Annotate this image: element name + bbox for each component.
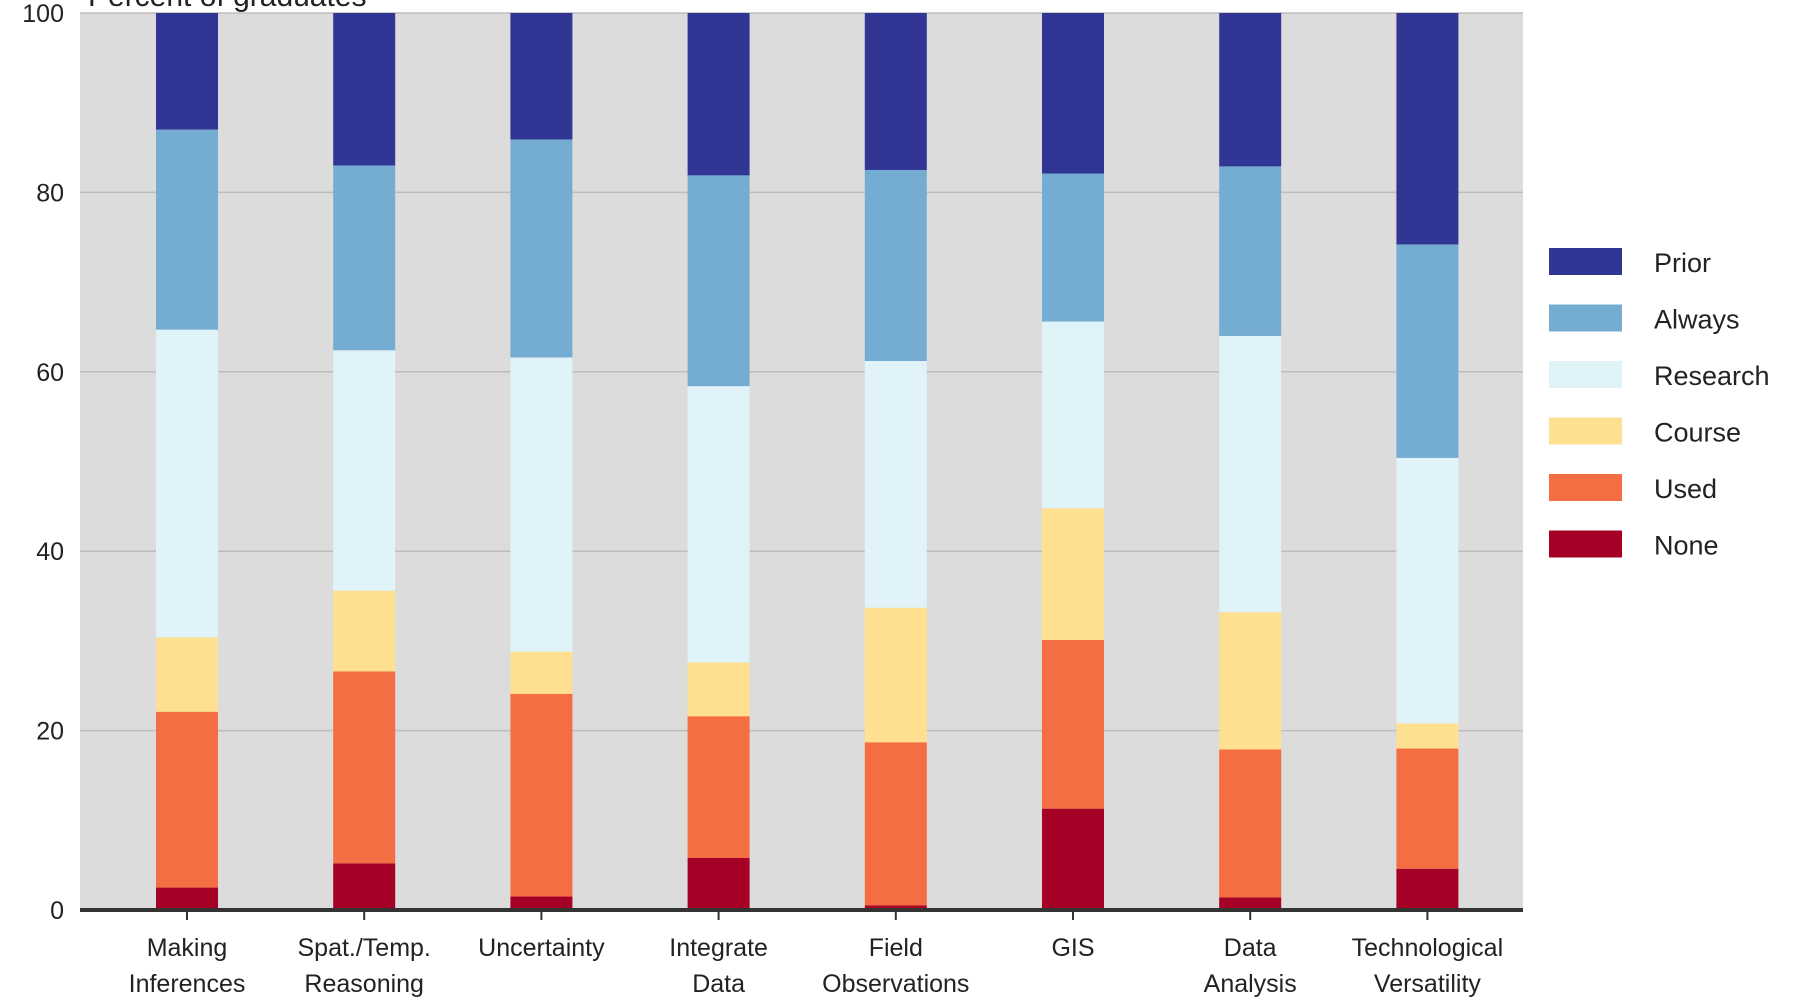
- bar-segment-none: [1396, 868, 1459, 910]
- legend-label-none: None: [1654, 531, 1719, 561]
- plot-background: [80, 13, 1523, 910]
- bar-segment-prior: [510, 13, 573, 140]
- bar-segment-none: [333, 863, 396, 910]
- x-ticks: Making Inferences Spat./Temp. Reasoning Unce…: [129, 910, 1504, 998]
- x-tick-label: Integrate: [669, 934, 768, 962]
- legend-label-prior: Prior: [1654, 248, 1711, 278]
- bar-segment-none: [510, 896, 573, 910]
- y-axis-label: Percent of graduates: [88, 0, 367, 13]
- x-tick-label: Analysis: [1204, 970, 1297, 998]
- bar-segment-prior: [1396, 13, 1459, 245]
- bar-segment-none: [864, 905, 927, 910]
- bar-segment-used: [510, 693, 573, 897]
- bar-segment-used: [1396, 748, 1459, 869]
- x-tick-label: Data: [692, 970, 745, 998]
- bar-segment-always: [156, 129, 218, 330]
- y-tick-label: 60: [36, 359, 64, 387]
- bar-segment-research: [687, 386, 750, 663]
- bar-segment-prior: [864, 13, 927, 170]
- bar-segment-used: [156, 711, 218, 888]
- bar-segment-none: [1219, 897, 1282, 910]
- bar-segment-course: [687, 662, 750, 717]
- legend: Prior Always Research Course Used None: [1549, 248, 1770, 561]
- bar-segment-course: [156, 637, 218, 712]
- legend-label-always: Always: [1654, 305, 1740, 335]
- legend-swatch-always: [1549, 304, 1622, 332]
- y-tick-label: 100: [22, 0, 64, 28]
- bar-segment-course: [333, 590, 396, 672]
- x-tick-label: Spat./Temp.: [297, 934, 430, 962]
- bar-segment-always: [1219, 166, 1282, 336]
- bar-segment-used: [1219, 749, 1282, 898]
- bar-segment-research: [864, 361, 927, 608]
- bars: [156, 13, 1459, 910]
- bar-segment-prior: [333, 13, 396, 166]
- bar-segment-used: [333, 671, 396, 864]
- bar-segment-research: [1042, 321, 1104, 509]
- bar-segment-prior: [1219, 13, 1282, 167]
- bar-segment-none: [687, 857, 750, 910]
- bar-segment-always: [864, 169, 927, 362]
- bar-segment-used: [1042, 640, 1104, 809]
- bar-segment-always: [1042, 173, 1104, 322]
- bar-segment-none: [1042, 808, 1104, 910]
- bar-segment-always: [1396, 244, 1459, 458]
- bar-segment-always: [687, 175, 750, 387]
- x-tick-label: Observations: [822, 970, 969, 998]
- bar-segment-research: [333, 350, 396, 591]
- x-tick-label: Technological: [1352, 934, 1504, 962]
- y-ticks: 0 20 40 60 80 100: [22, 0, 64, 925]
- legend-swatch-none: [1549, 530, 1622, 558]
- legend-swatch-prior: [1549, 248, 1622, 275]
- bar-segment-prior: [687, 13, 750, 176]
- y-tick-label: 80: [36, 179, 64, 207]
- x-tick-label: Inferences: [129, 970, 246, 998]
- x-tick-label: Uncertainty: [478, 934, 605, 962]
- x-tick-label: Making: [147, 934, 228, 962]
- x-tick-label: Versatility: [1374, 970, 1481, 998]
- grid-lines: [80, 12, 1523, 732]
- legend-label-used: Used: [1654, 474, 1717, 504]
- x-tick-label: Field: [869, 934, 923, 962]
- bar-segment-research: [1219, 335, 1282, 613]
- bar-segment-course: [1219, 612, 1282, 750]
- legend-swatch-used: [1549, 474, 1622, 501]
- y-tick-label: 0: [50, 897, 64, 925]
- bar-segment-research: [1396, 457, 1459, 724]
- bar-segment-research: [156, 329, 218, 638]
- x-tick-label: Reasoning: [304, 970, 424, 998]
- legend-swatch-research: [1549, 361, 1622, 388]
- x-tick-label: GIS: [1051, 934, 1094, 962]
- bar-segment-used: [687, 716, 750, 858]
- bar-segment-course: [864, 607, 927, 743]
- bar-segment-prior: [1042, 13, 1104, 174]
- legend-label-research: Research: [1654, 361, 1770, 391]
- legend-swatch-course: [1549, 417, 1622, 445]
- bar-segment-research: [510, 357, 573, 652]
- bar-segment-none: [156, 887, 218, 910]
- bar-segment-used: [864, 742, 927, 906]
- y-tick-label: 20: [36, 718, 64, 746]
- x-tick-label: Data: [1224, 934, 1277, 962]
- bar-segment-always: [333, 165, 396, 351]
- bar-segment-course: [510, 651, 573, 694]
- bar-segment-always: [510, 139, 573, 358]
- bar-segment-course: [1396, 723, 1459, 749]
- y-tick-label: 40: [36, 538, 64, 566]
- legend-label-course: Course: [1654, 418, 1741, 448]
- bar-segment-prior: [156, 13, 218, 130]
- bar-segment-course: [1042, 508, 1104, 641]
